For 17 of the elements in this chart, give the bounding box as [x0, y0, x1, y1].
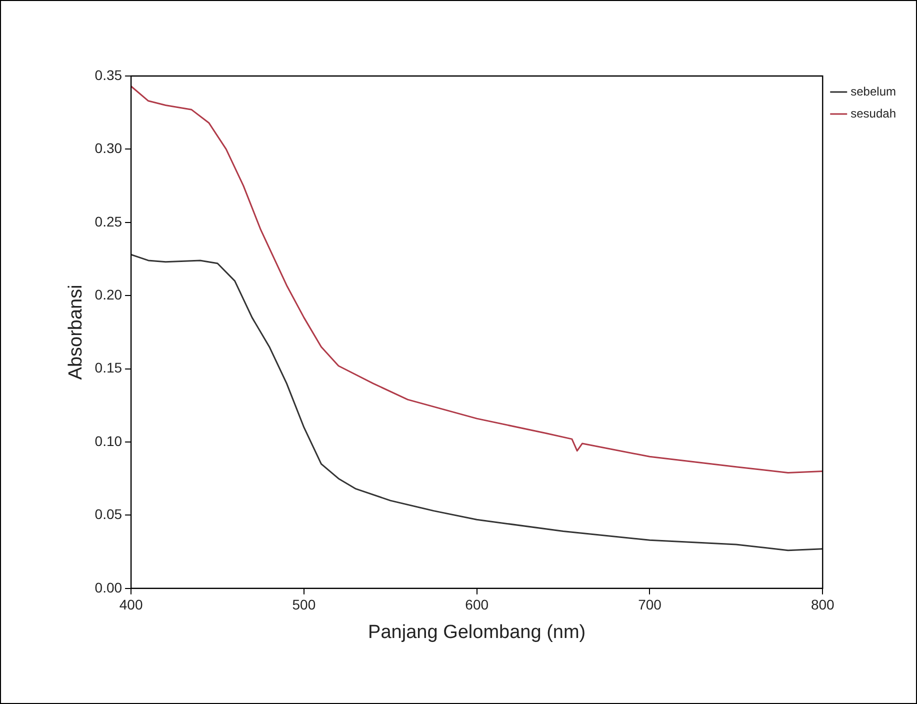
x-axis-title: Panjang Gelombang (nm): [368, 622, 586, 643]
y-axis-title: Absorbansi: [66, 284, 87, 380]
x-tick-label: 600: [465, 596, 489, 613]
y-tick-label: 0.35: [94, 66, 122, 83]
y-tick-label: 0.10: [94, 432, 122, 449]
y-tick-label: 0.05: [94, 506, 122, 522]
x-tick-label: 500: [292, 596, 316, 613]
x-tick-label: 400: [119, 596, 143, 613]
y-tick-label: 0.00: [94, 579, 122, 596]
x-tick-label: 700: [638, 596, 662, 613]
legend-label: sebelum: [850, 84, 896, 98]
legend-label: sesudah: [850, 106, 896, 120]
y-tick-label: 0.25: [94, 213, 122, 230]
y-tick-label: 0.30: [94, 140, 122, 156]
x-tick-label: 800: [810, 596, 835, 613]
y-tick-label: 0.15: [94, 360, 122, 376]
y-tick-label: 0.20: [94, 286, 122, 302]
